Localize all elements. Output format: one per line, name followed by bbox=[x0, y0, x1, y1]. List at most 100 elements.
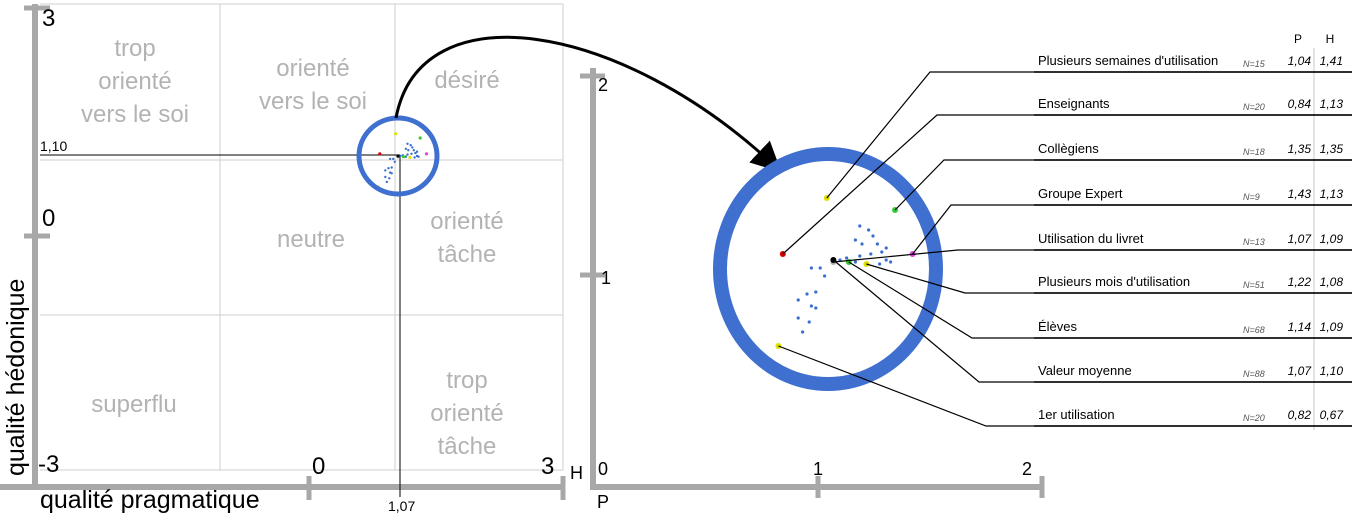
data-point bbox=[878, 262, 882, 266]
mini-data-point bbox=[412, 149, 415, 152]
data-point bbox=[889, 260, 893, 264]
data-point bbox=[871, 234, 875, 238]
data-point bbox=[867, 228, 871, 232]
data-point bbox=[801, 330, 805, 334]
left-y-tick-label: 3 bbox=[42, 5, 55, 32]
data-point bbox=[858, 224, 862, 228]
group-n: N=20 bbox=[1243, 413, 1265, 423]
group-n: N=51 bbox=[1243, 280, 1265, 290]
data-point bbox=[869, 252, 873, 256]
group-name: Valeur moyenne bbox=[1038, 363, 1132, 378]
mini-data-point bbox=[410, 152, 413, 155]
data-point bbox=[814, 306, 818, 310]
left-y-axis-title: qualité hédonique bbox=[2, 279, 30, 476]
group-p-value: 1,43 bbox=[1288, 187, 1312, 201]
mini-data-point bbox=[390, 172, 393, 175]
mini-data-point bbox=[393, 160, 396, 163]
group-legend: Plusieurs semaines d'utilisation N=15 1,04… bbox=[778, 53, 1352, 427]
group-n: N=9 bbox=[1243, 192, 1260, 202]
mean-x-label: 1,07 bbox=[388, 498, 415, 514]
mini-data-point bbox=[385, 180, 389, 184]
zone-label: orienté bbox=[430, 208, 503, 235]
right-y-tick-label: 1 bbox=[601, 268, 611, 288]
mean-y-label: 1,10 bbox=[40, 138, 67, 154]
mini-data-point bbox=[392, 157, 395, 161]
left-y-tick-label: -3 bbox=[38, 451, 59, 478]
data-point bbox=[860, 242, 864, 246]
group-h-value: 1,13 bbox=[1320, 187, 1344, 201]
zone-label: vers le soi bbox=[259, 88, 367, 115]
left-x-tick-label: 0 bbox=[312, 453, 325, 480]
group-name: Élèves bbox=[1038, 319, 1078, 334]
mini-data-point bbox=[404, 155, 408, 158]
mini-data-point bbox=[417, 155, 420, 158]
zone-label: tâche bbox=[438, 433, 497, 460]
data-point bbox=[807, 320, 811, 324]
group-h-value: 0,67 bbox=[1320, 408, 1345, 422]
group-p-value: 1,04 bbox=[1288, 54, 1312, 68]
zoom-circle-small bbox=[356, 115, 440, 197]
zone-label: trop bbox=[114, 35, 155, 62]
data-point bbox=[884, 258, 888, 262]
group-n: N=18 bbox=[1243, 147, 1265, 157]
data-point bbox=[818, 266, 822, 270]
mini-data-point bbox=[409, 144, 412, 147]
mini-group-point bbox=[401, 155, 406, 159]
data-point bbox=[805, 292, 809, 296]
group-name: Groupe Expert bbox=[1038, 186, 1123, 201]
mini-group-point bbox=[394, 132, 398, 136]
left-x-tick-label: 3 bbox=[541, 453, 554, 480]
mini-data-point bbox=[388, 157, 392, 161]
group-n: N=15 bbox=[1243, 59, 1266, 69]
right-x-tick-label: 1 bbox=[813, 459, 823, 479]
mini-data-point bbox=[384, 175, 387, 179]
zone-label: désiré bbox=[434, 67, 499, 94]
mini-group-point bbox=[378, 152, 382, 156]
group-name: Utilisation du livret bbox=[1038, 231, 1144, 246]
mini-data-point bbox=[407, 149, 410, 152]
group-p-value: 1,07 bbox=[1288, 232, 1313, 246]
data-point bbox=[809, 304, 814, 308]
mini-data-point bbox=[399, 154, 402, 158]
mini-data-point bbox=[406, 153, 409, 156]
data-point bbox=[809, 266, 814, 270]
data-point bbox=[796, 298, 800, 302]
group-n: N=68 bbox=[1243, 325, 1265, 335]
mini-group-point bbox=[418, 136, 422, 140]
data-point bbox=[880, 250, 884, 254]
zone-label: orienté bbox=[430, 400, 503, 427]
mini-group-point bbox=[396, 154, 400, 158]
right-y-tick-label: 2 bbox=[598, 75, 608, 95]
data-point bbox=[823, 274, 827, 278]
zone-label: trop bbox=[446, 367, 487, 394]
group-name: Collègiens bbox=[1038, 141, 1099, 156]
group-h-value: 1,41 bbox=[1320, 54, 1343, 68]
zone-label: orienté bbox=[276, 55, 349, 82]
right-x-tick-label: 2 bbox=[1022, 459, 1032, 479]
group-h-value: 1,09 bbox=[1320, 320, 1344, 334]
left-x-axis-title: qualité pragmatique bbox=[40, 486, 260, 514]
leader-line bbox=[894, 159, 1352, 211]
group-h-value: 1,35 bbox=[1320, 142, 1344, 156]
mini-data-point bbox=[406, 142, 409, 145]
group-p-value: 1,14 bbox=[1288, 320, 1312, 334]
group-p-value: 1,22 bbox=[1288, 275, 1312, 289]
mini-data-point bbox=[414, 151, 417, 155]
mini-data-point bbox=[390, 166, 393, 169]
mini-data-point bbox=[404, 147, 408, 150]
column-header-h: H bbox=[1326, 32, 1335, 46]
data-point bbox=[845, 256, 849, 260]
group-name: Plusieurs semaines d'utilisation bbox=[1038, 53, 1218, 68]
mini-group-point bbox=[424, 152, 429, 156]
zone-label: tâche bbox=[438, 241, 497, 268]
group-h-value: 1,13 bbox=[1320, 97, 1344, 111]
left-grid bbox=[40, 3, 564, 471]
group-h-value: 1,10 bbox=[1320, 364, 1344, 378]
group-name: 1er utilisation bbox=[1038, 407, 1115, 422]
left-chart: trop orienté vers le soi orienté vers le soi… bbox=[0, 3, 583, 514]
zone-label: superflu bbox=[91, 391, 176, 418]
zone-labels: trop orienté vers le soi orienté vers le soi… bbox=[81, 35, 504, 460]
group-n: N=13 bbox=[1243, 237, 1265, 247]
column-header-p: P bbox=[1294, 32, 1302, 46]
